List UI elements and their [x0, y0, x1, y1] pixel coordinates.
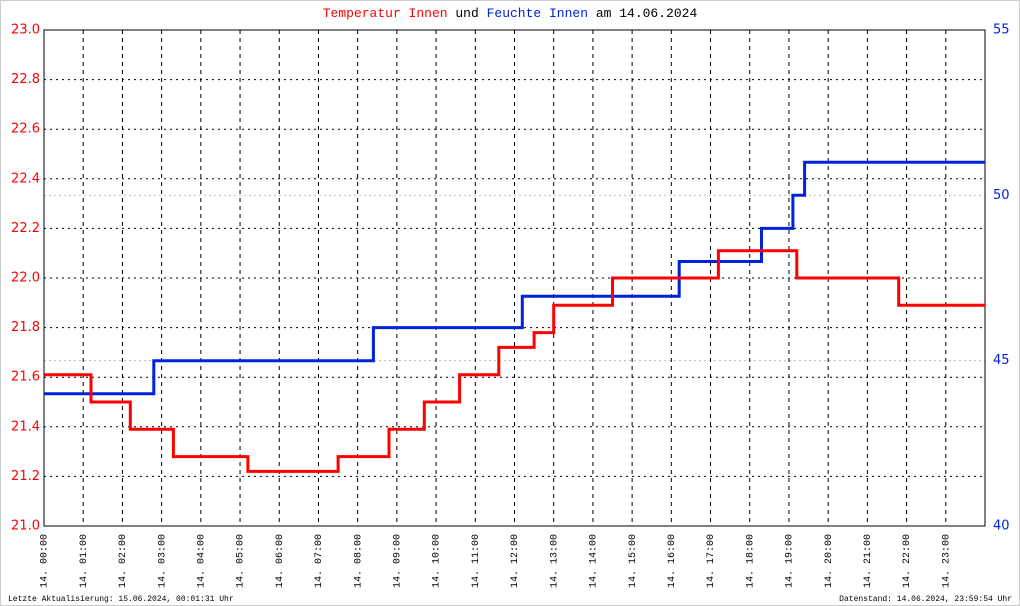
y-tick-label: 21.0	[11, 519, 40, 534]
title-part: Temperatur Innen	[323, 6, 448, 21]
x-tick-label: 14. 08:00	[353, 534, 364, 588]
footer-left: Letzte Aktualisierung: 15.06.2024, 00:01…	[8, 595, 234, 604]
series-line	[44, 249, 985, 473]
x-tick-label: 14. 02:00	[118, 534, 129, 588]
title-part: und	[455, 6, 478, 21]
x-tick-label: 14. 04:00	[196, 534, 207, 588]
y-tick-label: 21.8	[11, 320, 40, 335]
x-tick-label: 14. 11:00	[471, 534, 482, 588]
x-tick-label: 14. 17:00	[706, 534, 717, 588]
x-tick-label: 14. 14:00	[589, 534, 600, 588]
x-tick-label: 14. 18:00	[745, 534, 756, 588]
y-tick-label: 21.4	[11, 419, 40, 434]
y-tick-label: 22.2	[11, 221, 40, 236]
x-tick-label: 14. 12:00	[510, 534, 521, 588]
y2-tick-label: 40	[993, 519, 1010, 534]
y2-tick-label: 50	[993, 188, 1010, 203]
y2-tick-label: 45	[993, 353, 1010, 368]
y-tick-label: 22.6	[11, 122, 40, 137]
plot-frame	[43, 29, 986, 527]
y-tick-label: 21.6	[11, 370, 40, 385]
x-tick-label: 14. 03:00	[157, 534, 168, 588]
x-tick-label: 14. 01:00	[79, 534, 90, 588]
y-tick-label: 21.2	[11, 469, 40, 484]
x-tick-label: 14. 19:00	[785, 534, 796, 588]
x-tick-label: 14. 21:00	[863, 534, 874, 588]
x-tick-label: 14. 09:00	[393, 534, 404, 588]
x-tick-label: 14. 13:00	[549, 534, 560, 588]
x-tick-label: 14. 06:00	[275, 534, 286, 588]
x-tick-label: 14. 16:00	[667, 534, 678, 588]
x-tick-label: 14. 23:00	[941, 534, 952, 588]
y-tick-label: 22.4	[11, 171, 40, 186]
y2-tick-label: 55	[993, 23, 1010, 38]
footer-right: Datenstand: 14.06.2024, 23:59:54 Uhr	[839, 595, 1012, 604]
x-tick-label: 14. 10:00	[432, 534, 443, 588]
x-tick-label: 14. 20:00	[824, 534, 835, 588]
x-tick-label: 14. 05:00	[236, 534, 247, 588]
x-tick-label: 14. 00:00	[40, 534, 51, 588]
chart-title: Temperatur Innen und Feuchte Innen am 14…	[323, 6, 698, 21]
title-part: Feuchte Innen	[487, 6, 588, 21]
y-tick-label: 22.8	[11, 72, 40, 87]
x-tick-label: 14. 07:00	[314, 534, 325, 588]
y-tick-label: 22.0	[11, 271, 40, 286]
y-tick-label: 23.0	[11, 23, 40, 38]
x-tick-label: 14. 22:00	[902, 534, 913, 588]
x-tick-label: 14. 15:00	[628, 534, 639, 588]
title-part: am 14.06.2024	[596, 6, 698, 21]
